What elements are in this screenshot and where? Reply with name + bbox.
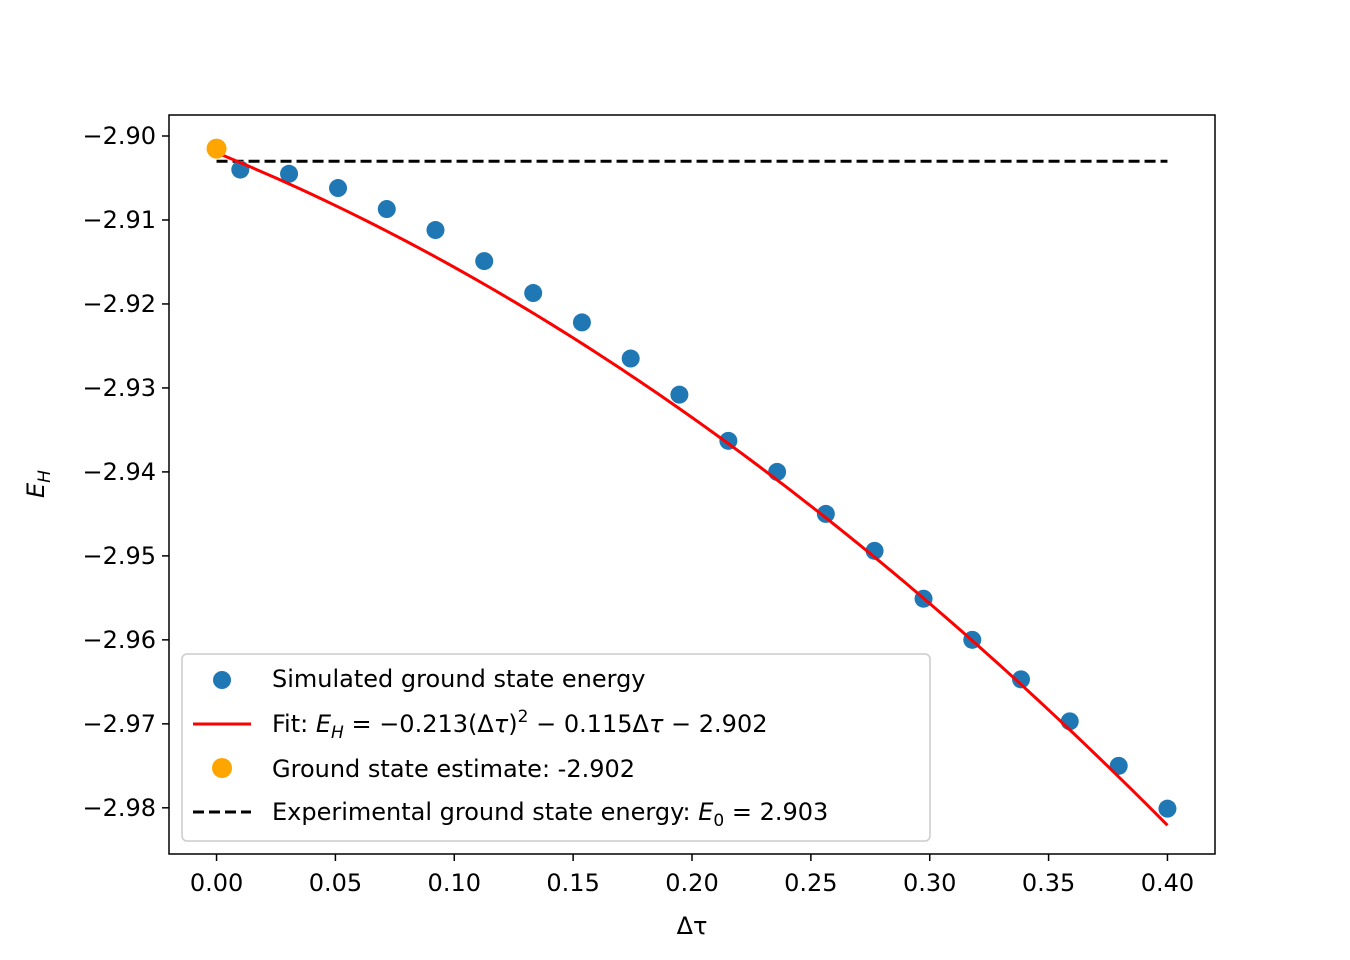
x-tick-label: 0.10 (428, 869, 481, 897)
x-tick-label: 0.25 (784, 869, 837, 897)
y-axis-label: EH (22, 470, 55, 498)
y-tick-label: −2.94 (82, 458, 156, 486)
simulated-point (670, 385, 689, 404)
fit-curve (215, 151, 1169, 827)
y-tick-label: −2.93 (82, 374, 156, 402)
x-axis: 0.00 0.05 0.10 0.15 0.20 0.25 0.30 0.35 0.40 (190, 854, 1194, 897)
simulated-point (1158, 799, 1177, 818)
simulated-point (572, 313, 591, 332)
simulated-point (475, 252, 494, 271)
y-tick-label: −2.98 (82, 794, 156, 822)
plot-area (206, 138, 1177, 827)
y-tick-label: −2.95 (82, 542, 156, 570)
x-tick-label: 0.05 (309, 869, 362, 897)
simulated-point (329, 179, 348, 198)
simulated-point (1012, 670, 1031, 689)
y-tick-label: −2.96 (82, 626, 156, 654)
simulated-point (280, 164, 299, 183)
simulated-point (426, 221, 445, 240)
x-tick-label: 0.20 (665, 869, 718, 897)
y-axis: −2.90 −2.91 −2.92 −2.93 −2.94 −2.95 −2.96 −2.97… (82, 122, 169, 822)
x-tick-label: 0.15 (546, 869, 599, 897)
x-tick-label: 0.40 (1141, 869, 1194, 897)
simulated-point (621, 349, 640, 368)
simulated-point (816, 504, 835, 523)
legend-marker-simulated (213, 671, 231, 689)
y-tick-label: −2.90 (82, 122, 156, 150)
legend: Simulated ground state energy Fit: EH = … (181, 653, 931, 842)
legend-marker-estimate (212, 758, 232, 778)
legend-label-estimate: Ground state estimate: -2.902 (272, 755, 635, 783)
legend-label-simulated: Simulated ground state energy (272, 665, 646, 693)
simulated-point (524, 284, 543, 303)
y-tick-label: −2.97 (82, 710, 156, 738)
simulated-point (1109, 756, 1128, 775)
x-axis-label: Δτ (677, 912, 708, 940)
legend-label-experimental: Experimental ground state energy: E0 = 2… (272, 798, 828, 831)
simulated-point (377, 200, 396, 219)
legend-label-fit: Fit: EH = −0.213(Δτ)2 − 0.115Δτ − 2.902 (272, 707, 767, 743)
simulated-point (1060, 712, 1079, 731)
x-tick-label: 0.00 (190, 869, 243, 897)
y-tick-label: −2.91 (82, 206, 156, 234)
legend-box (181, 653, 931, 842)
y-tick-label: −2.92 (82, 290, 156, 318)
x-tick-label: 0.35 (1022, 869, 1075, 897)
ground-state-estimate-point (206, 138, 227, 159)
x-tick-label: 0.30 (903, 869, 956, 897)
